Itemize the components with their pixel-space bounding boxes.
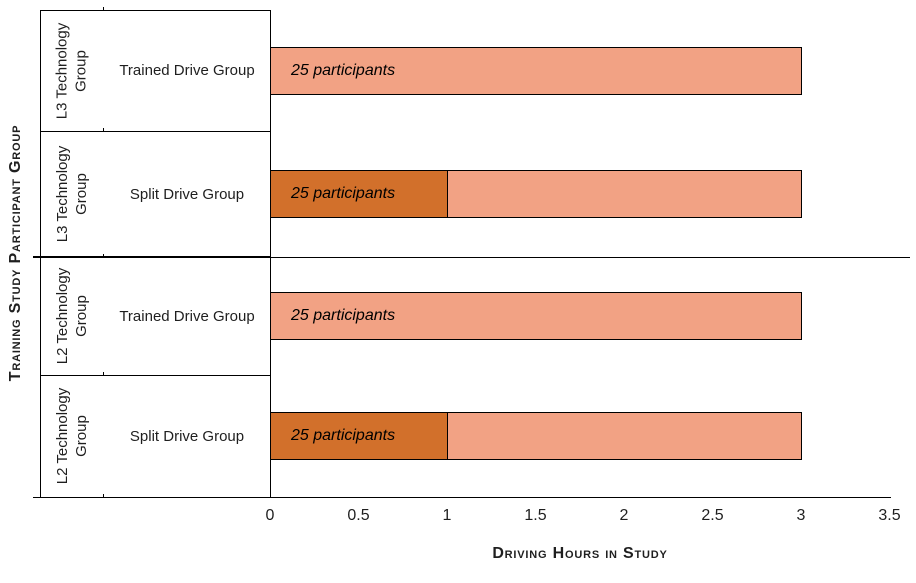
x-tick-label: 0.5 [347, 507, 370, 524]
y-axis-line [270, 10, 271, 497]
x-tick-label: 3 [796, 507, 806, 524]
group-axis-label: L3 Technology Group [53, 145, 90, 243]
x-tick-label: 2 [619, 507, 629, 524]
category-axis-label: Trained Drive Group [119, 307, 255, 325]
category-box-left-line [40, 10, 41, 497]
axis-tick [103, 372, 104, 376]
bar-value-label: 25 participants [291, 61, 396, 79]
x-axis-line [33, 497, 891, 498]
group-axis-label: L3 Technology Group [53, 22, 90, 119]
category-axis-label: Split Drive Group [129, 185, 245, 203]
category-grid-line [40, 10, 270, 11]
bar-segment: 25 participants [270, 46, 802, 95]
axis-tick [103, 7, 104, 11]
group-separator-line [270, 257, 910, 258]
bar-value-label: 25 participants [291, 427, 396, 444]
bar-segment [447, 412, 802, 460]
category-axis-label: Trained Drive Group [119, 62, 255, 79]
x-tick-label: 1.5 [524, 507, 547, 524]
bar-segment: 25 participants [270, 412, 448, 460]
category-grid-line [40, 375, 270, 376]
x-tick-label: 0 [265, 507, 275, 524]
group-axis-label: L2 Technology Group [53, 267, 90, 365]
x-tick-label: 2.5 [701, 507, 724, 524]
x-tick-label: 3.5 [878, 507, 901, 524]
bar-segment: 25 participants [270, 170, 448, 218]
axis-tick [103, 128, 104, 132]
x-tick-label: 1 [442, 507, 452, 524]
bar-segment: 25 participants [270, 292, 802, 340]
group-axis-label: L2 Technology Group [53, 387, 90, 485]
group-separator-line [33, 256, 270, 258]
category-axis-label: Split Drive Group [129, 427, 245, 445]
y-axis-title: Training Study Participant Group [7, 124, 24, 382]
x-axis-title: Driving Hours in Study [492, 545, 668, 562]
bar-segment [447, 170, 802, 218]
bar-value-label: 25 participants [291, 185, 396, 202]
axis-tick [103, 254, 104, 258]
category-grid-line [40, 131, 270, 132]
axis-tick [103, 494, 104, 498]
bar-value-label: 25 participants [291, 307, 396, 324]
